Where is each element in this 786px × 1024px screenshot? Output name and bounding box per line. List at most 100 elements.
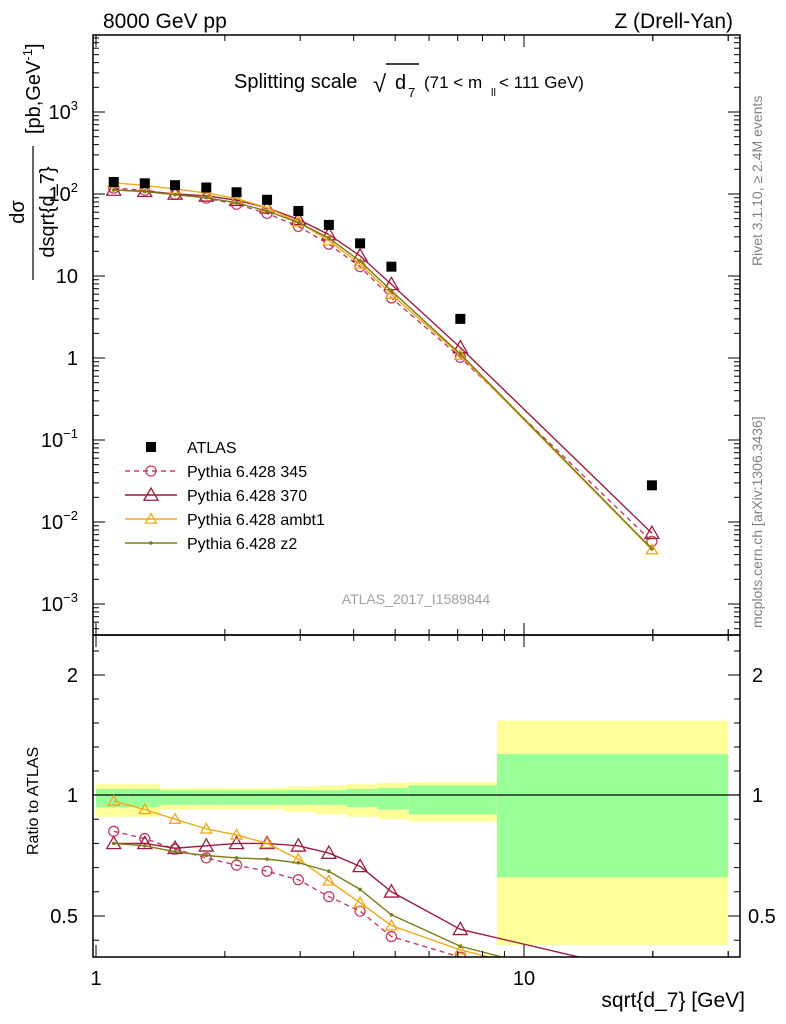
series-marker	[173, 192, 177, 197]
legend-label: ATLAS	[187, 440, 237, 457]
ratio-series-marker	[111, 841, 116, 846]
ylabel-unit-close: ]	[23, 43, 45, 49]
ratio-series-marker	[453, 943, 467, 955]
stat-uncertainty-band	[222, 790, 255, 805]
ratio-series-marker	[265, 857, 269, 861]
y-tick-label: 1	[67, 348, 78, 370]
series-marker	[290, 211, 307, 226]
series-marker	[646, 535, 658, 548]
ylabel-unit: [pb,GeV	[23, 60, 45, 134]
ratio-series-marker	[454, 951, 466, 957]
ratio-bands	[96, 720, 729, 946]
stat-uncertainty-band	[496, 754, 729, 878]
svg-text:7: 7	[408, 85, 415, 100]
ratio-series-marker	[198, 837, 215, 852]
analysis-watermark: ATLAS_2017_I1589844	[342, 591, 491, 607]
ratio-series-marker	[229, 828, 244, 840]
data-point	[323, 219, 334, 230]
ratio-series-marker	[383, 883, 400, 898]
title-sqrt-sign: √	[373, 71, 387, 98]
rivet-version-label: Rivet 3.1.10, ≥ 2.4M events	[749, 96, 765, 266]
ylabel-numerator: dσ	[7, 200, 29, 224]
ratio-series-marker	[358, 887, 362, 892]
ylabel-unit-exp: -1	[20, 49, 35, 61]
main-curves	[105, 175, 661, 555]
y-tick-label-base: 10	[41, 430, 63, 452]
header-left: 8000 GeV pp	[103, 10, 227, 33]
series-marker	[105, 181, 122, 196]
legend-marker	[142, 486, 160, 501]
ratio-tick-label-right: 2	[752, 665, 763, 687]
ylabel-denominator: dsqrt{d_7}	[37, 166, 59, 258]
ratio-series-marker	[645, 967, 659, 979]
axis-ticks	[93, 35, 740, 957]
series-marker	[111, 188, 116, 192]
ratio-series-marker	[107, 794, 121, 806]
y-tick-label: 10	[56, 266, 78, 288]
stat-uncertainty-band	[128, 789, 160, 808]
y-tick-label-exponent: −2	[63, 508, 78, 523]
legend-label: Pythia 6.428 z2	[187, 536, 297, 553]
data-point	[231, 187, 242, 198]
header-right: Z (Drell-Yan)	[614, 10, 733, 33]
y-tick-label-base: 10	[49, 184, 71, 206]
ratio-series-marker	[105, 835, 122, 850]
ratio-series-marker	[142, 844, 147, 848]
y-tick-label-exponent: 2	[71, 180, 78, 195]
title-d: d	[395, 72, 406, 94]
x-axis-label: sqrt{d_7} [GeV]	[601, 989, 745, 1012]
y-tick-label-base: 1	[67, 348, 78, 370]
ratio-curves	[105, 794, 659, 979]
svg-text:d: d	[395, 72, 406, 94]
series-marker	[327, 236, 331, 240]
x-tick-label: 1	[90, 968, 101, 990]
mcplots-reference-label: mcplots.cern.ch [arXiv:1306.3436]	[749, 416, 765, 628]
ratio-tick-label-left: 0.5	[50, 906, 78, 928]
x-tick-label: 10	[513, 968, 535, 990]
legend-marker	[144, 512, 158, 524]
ratio-series-marker	[200, 852, 212, 864]
y-axis-label-main: dσ dsqrt{d_7} [pb,GeV-1]	[7, 43, 59, 280]
data-point	[355, 238, 366, 249]
stat-uncertainty-band	[346, 789, 378, 808]
svg-text:< 111 GeV): < 111 GeV)	[499, 73, 584, 92]
legend-label: Pythia 6.428 345	[187, 464, 307, 481]
ratio-series-line	[113, 800, 493, 957]
atlas-data-points	[108, 177, 657, 491]
series-marker	[645, 542, 659, 555]
data-point	[201, 182, 212, 193]
y-tick-label-exponent: 3	[71, 98, 78, 113]
ratio-series-marker	[354, 905, 366, 917]
ratio-series-marker	[261, 865, 273, 877]
y-tick-labels-ratio: 0.5 1 2 0.5 1 2	[50, 665, 776, 928]
title-prefix: Splitting scale	[234, 71, 357, 93]
data-point	[455, 313, 466, 324]
legend-label: Pythia 6.428 ambt1	[187, 512, 325, 529]
ratio-series-marker	[260, 836, 274, 849]
series-marker	[358, 259, 362, 263]
data-point	[646, 480, 657, 491]
series-marker	[136, 182, 153, 198]
ratio-series-marker	[351, 858, 369, 873]
stat-uncertainty-band	[408, 785, 497, 815]
series-marker	[142, 189, 147, 194]
ratio-series-marker	[136, 835, 153, 850]
ratio-series-marker	[228, 835, 245, 850]
y-tick-label-base: 10	[56, 266, 78, 288]
ratio-series-marker	[384, 918, 399, 931]
ratio-series-marker	[292, 874, 304, 886]
series-marker	[643, 524, 661, 540]
y-tick-label-base: 10	[41, 512, 63, 534]
series-marker	[458, 352, 463, 356]
series-marker	[296, 220, 301, 225]
stat-uncertainty-band	[192, 790, 223, 805]
ratio-series-marker	[290, 837, 307, 852]
svg-text:ll: ll	[491, 87, 496, 99]
data-point	[293, 206, 304, 217]
legend-marker	[149, 541, 153, 545]
legend-data-marker	[146, 442, 156, 452]
ratio-series-line	[113, 842, 505, 957]
ratio-series-marker	[353, 895, 367, 908]
data-point	[262, 194, 273, 205]
